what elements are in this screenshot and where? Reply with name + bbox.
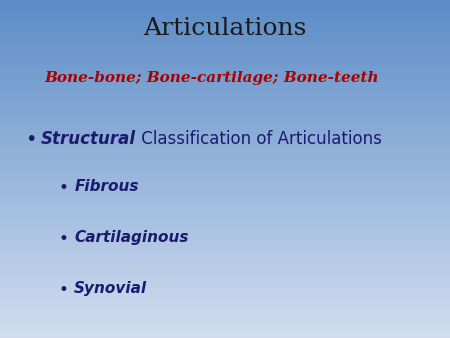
Text: Articulations: Articulations [143,17,307,40]
Text: Bone-bone; Bone-cartilage; Bone-teeth: Bone-bone; Bone-cartilage; Bone-teeth [44,71,379,85]
Text: Fibrous: Fibrous [74,179,139,194]
Text: •: • [58,179,68,197]
Text: Classification of Articulations: Classification of Articulations [135,130,382,148]
Text: •: • [58,281,68,298]
Text: Cartilaginous: Cartilaginous [74,230,189,245]
Text: Structural: Structural [40,130,135,148]
Text: Synovial: Synovial [74,281,148,295]
Text: •: • [58,230,68,248]
Text: •: • [25,130,36,149]
